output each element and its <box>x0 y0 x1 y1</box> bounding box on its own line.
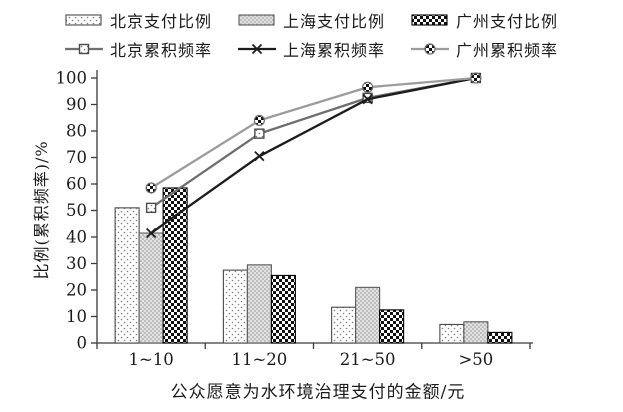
legend-label: 广州累积频率 <box>456 41 559 60</box>
legend-line-swatch-icon <box>237 43 276 55</box>
legend-label: 上海支付比例 <box>282 12 385 31</box>
x-axis-title: 公众愿意为水环境治理支付的金额/元 <box>170 382 466 403</box>
x-marker-icon <box>362 94 373 105</box>
bar-北京支付比例-21~50 <box>331 306 357 344</box>
y-tick-label: 20 <box>66 281 87 300</box>
bar-上海支付比例-11~20 <box>246 264 272 344</box>
legend-bar-swatch-icon <box>411 14 448 26</box>
legend-item-北京支付比例: 北京支付比例 <box>65 8 212 32</box>
y-tick-label: 30 <box>66 254 87 273</box>
x-category-label: 11~20 <box>231 350 287 369</box>
checker-circle-marker-icon <box>145 182 157 194</box>
checker-circle-marker-icon <box>253 114 265 127</box>
line-广州累积频率 <box>150 76 476 189</box>
legend-row-bars: 北京支付比例 上海支付比例 广州支付比例 <box>65 8 558 32</box>
y-tick-label: 50 <box>66 201 87 220</box>
legend-bar-swatch-icon <box>238 14 275 26</box>
x-marker-icon <box>145 227 157 239</box>
bar-北京支付比例->50 <box>439 323 465 344</box>
bar-广州支付比例->50 <box>487 331 513 344</box>
legend-item-上海累积频率: 上海累积频率 <box>237 37 385 61</box>
y-tick-label: 0 <box>77 334 88 353</box>
x-marker-icon <box>251 43 263 55</box>
bar-上海支付比例-1~10 <box>138 232 164 344</box>
x-marker-icon <box>254 151 265 162</box>
legend-line-swatch-icon <box>64 43 103 55</box>
legend-item-北京累积频率: 北京累积频率 <box>64 37 212 61</box>
bar-广州支付比例-21~50 <box>379 309 405 344</box>
x-category-label: 21~50 <box>340 350 396 369</box>
legend-item-上海支付比例: 上海支付比例 <box>238 8 385 32</box>
x-category-label: >50 <box>458 350 493 369</box>
y-tick-label: 60 <box>66 175 87 194</box>
y-tick-label: 100 <box>56 69 88 88</box>
legend-bar-swatch-icon <box>65 14 102 26</box>
y-tick-label: 70 <box>66 148 87 167</box>
bar-北京支付比例-11~20 <box>222 269 248 344</box>
bar-广州支付比例-11~20 <box>270 274 296 344</box>
y-tick-label: 10 <box>66 307 87 326</box>
y-tick-label: 90 <box>66 95 87 114</box>
legend-item-广州累积频率: 广州累积频率 <box>411 37 558 61</box>
checker-circle-marker-icon <box>362 81 374 93</box>
y-axis-title: 比例(累积频率)/% <box>32 140 51 280</box>
legend-label: 上海累积频率 <box>282 41 385 60</box>
y-tick-label: 40 <box>66 228 87 247</box>
open-square-marker-icon <box>145 202 157 214</box>
bar-广州支付比例-1~10 <box>162 187 188 344</box>
bar-北京支付比例-1~10 <box>114 207 140 344</box>
checker-circle-marker-icon <box>424 43 436 55</box>
chart-legend: 北京支付比例 上海支付比例 广州支付比例 北京累积频率 上海累积频率 广州累积频率 <box>0 8 623 61</box>
y-tick-label: 80 <box>66 122 87 141</box>
legend-item-广州支付比例: 广州支付比例 <box>411 8 558 32</box>
line-北京累积频率 <box>150 76 477 209</box>
checker-circle-marker-icon <box>470 72 482 84</box>
legend-label: 北京支付比例 <box>109 12 212 31</box>
open-square-marker-icon <box>78 43 90 55</box>
bar-上海支付比例->50 <box>463 321 489 344</box>
open-square-marker-icon <box>254 128 265 139</box>
x-category-label: 1~10 <box>128 350 173 369</box>
legend-line-swatch-icon <box>411 43 449 55</box>
legend-label: 广州支付比例 <box>456 12 559 31</box>
legend-label: 北京累积频率 <box>109 41 212 60</box>
legend-row-lines: 北京累积频率 上海累积频率 广州累积频率 <box>64 37 558 61</box>
bar-上海支付比例-21~50 <box>355 286 381 344</box>
line-上海累积频率 <box>150 76 477 234</box>
